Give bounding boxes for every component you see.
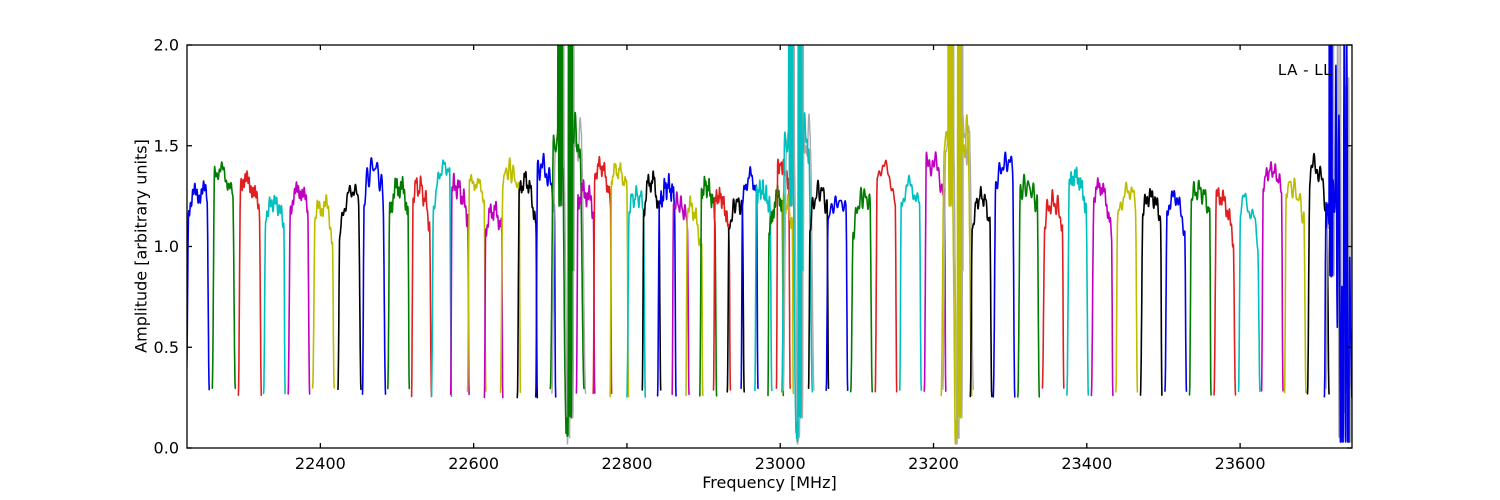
y-tick-label: 1.5 bbox=[154, 136, 179, 155]
spectrum-segment-k-22832 bbox=[641, 170, 662, 391]
tick-labels-layer: 22400 22600 22800 23000 23200 23400 23600 0.0 0.… bbox=[154, 36, 1266, 474]
spectrum-segment-k-22942 bbox=[726, 197, 745, 393]
curves-layer bbox=[187, 45, 1352, 445]
x-tick-label: 22800 bbox=[601, 454, 652, 473]
x-tick-label: 23200 bbox=[908, 454, 959, 473]
spectrum-segment-y-22604 bbox=[466, 173, 487, 392]
spectrum-segment-b-23292 bbox=[992, 151, 1016, 398]
x-tick-label: 23000 bbox=[755, 454, 806, 473]
spectrum-segment-c-22812 bbox=[626, 185, 647, 398]
spectrum-segment-r-23580 bbox=[1213, 187, 1237, 396]
spectrum-segment-c-22558 bbox=[430, 159, 453, 397]
spectrum-segment-c-23388 bbox=[1066, 166, 1090, 396]
spectrum-segment-b-23074 bbox=[825, 195, 849, 391]
ticks-layer bbox=[187, 44, 1352, 449]
spectrum-segment-k-22670 bbox=[516, 170, 539, 399]
spectrum-segment-b-22240 bbox=[187, 180, 210, 391]
spectrum-segment-y-22790 bbox=[609, 162, 630, 398]
spectrum-segment-r-23356 bbox=[1041, 189, 1065, 389]
spectrum-segment-k-23050 bbox=[807, 179, 830, 389]
spectrum-segment-m-22870 bbox=[671, 191, 690, 396]
spectrum-segment-c-22978 bbox=[754, 179, 773, 392]
spectrum-segment-k-23484 bbox=[1139, 188, 1163, 396]
spectrum-segment-r-23004 bbox=[775, 158, 791, 389]
spectrum-segment-m-23202 bbox=[923, 151, 947, 392]
spectrum-segment-g-22906 bbox=[699, 175, 718, 397]
spectrum-segment-y-22888 bbox=[685, 195, 704, 397]
y-tick-label: 2.0 bbox=[154, 36, 179, 55]
spectrum-segment-m-22582 bbox=[449, 172, 470, 396]
spectrum-segment-m-22372 bbox=[287, 181, 311, 395]
spectrum-segment-g-22502 bbox=[387, 175, 411, 390]
x-axis-label: Frequency [MHz] bbox=[702, 473, 837, 492]
spectrum-segment-g-22274 bbox=[211, 161, 237, 389]
spectrum-segment-g-23106 bbox=[849, 186, 873, 393]
spectrum-segment-r-22532 bbox=[410, 175, 433, 398]
x-tick-label: 23400 bbox=[1061, 454, 1112, 473]
spectrum-segment-b-22852 bbox=[656, 172, 677, 397]
x-tick-label: 22600 bbox=[448, 454, 499, 473]
y-tick-label: 1.0 bbox=[154, 237, 179, 256]
spectrum-segment-m-22746 bbox=[575, 179, 596, 394]
spectrum-segment-b-22960 bbox=[740, 166, 759, 389]
spectrum-segment-g-23324 bbox=[1017, 173, 1041, 398]
spectrum-segment-c-23170 bbox=[899, 174, 923, 391]
spectrum-segment-c-23022 bbox=[781, 45, 814, 443]
baseline-label: LA - LL bbox=[1277, 61, 1332, 79]
spectrum-segment-c-22340 bbox=[262, 194, 286, 395]
spectrum-segment-r-22924 bbox=[712, 186, 732, 391]
spectrum-segment-g-22994 bbox=[767, 184, 785, 397]
spectrum-segment-r-22768 bbox=[592, 155, 613, 395]
spectrum-segment-r-23138 bbox=[874, 159, 898, 393]
x-tick-label: 23600 bbox=[1215, 454, 1266, 473]
spectrum-segment-y-23452 bbox=[1115, 181, 1139, 393]
y-tick-label: 0.5 bbox=[154, 338, 179, 357]
spectrum-segment-b-23516 bbox=[1164, 190, 1188, 392]
x-tick-label: 22400 bbox=[295, 454, 346, 473]
spectrum-segment-g-23548 bbox=[1188, 179, 1212, 396]
spectrum-segment-g-22722 bbox=[549, 45, 585, 437]
spectrum-segment-m-23420 bbox=[1090, 177, 1114, 397]
spectrum-segment-m-23642 bbox=[1260, 161, 1284, 392]
spectrum-segment-b-22470 bbox=[361, 157, 387, 395]
spectrum-segment-c-23612 bbox=[1237, 192, 1261, 393]
spectrum-segment-k-22438 bbox=[337, 183, 362, 391]
spectrum-segment-y-23672 bbox=[1283, 177, 1307, 394]
spectrum-segment-r-22308 bbox=[237, 170, 263, 396]
y-axis-label: Amplitude [arbitrary units] bbox=[131, 139, 151, 353]
spectrum-segment-k-23262 bbox=[969, 185, 993, 398]
spectrum-segment-y-23230 bbox=[940, 45, 973, 445]
y-tick-label: 0.0 bbox=[154, 439, 179, 458]
spectrum-segment-b-23728 bbox=[1323, 45, 1352, 443]
spectrum-segment-m-22626 bbox=[483, 200, 504, 399]
spectrum-segment-y-22648 bbox=[499, 157, 522, 393]
spectrum-segment-y-22404 bbox=[311, 194, 335, 389]
